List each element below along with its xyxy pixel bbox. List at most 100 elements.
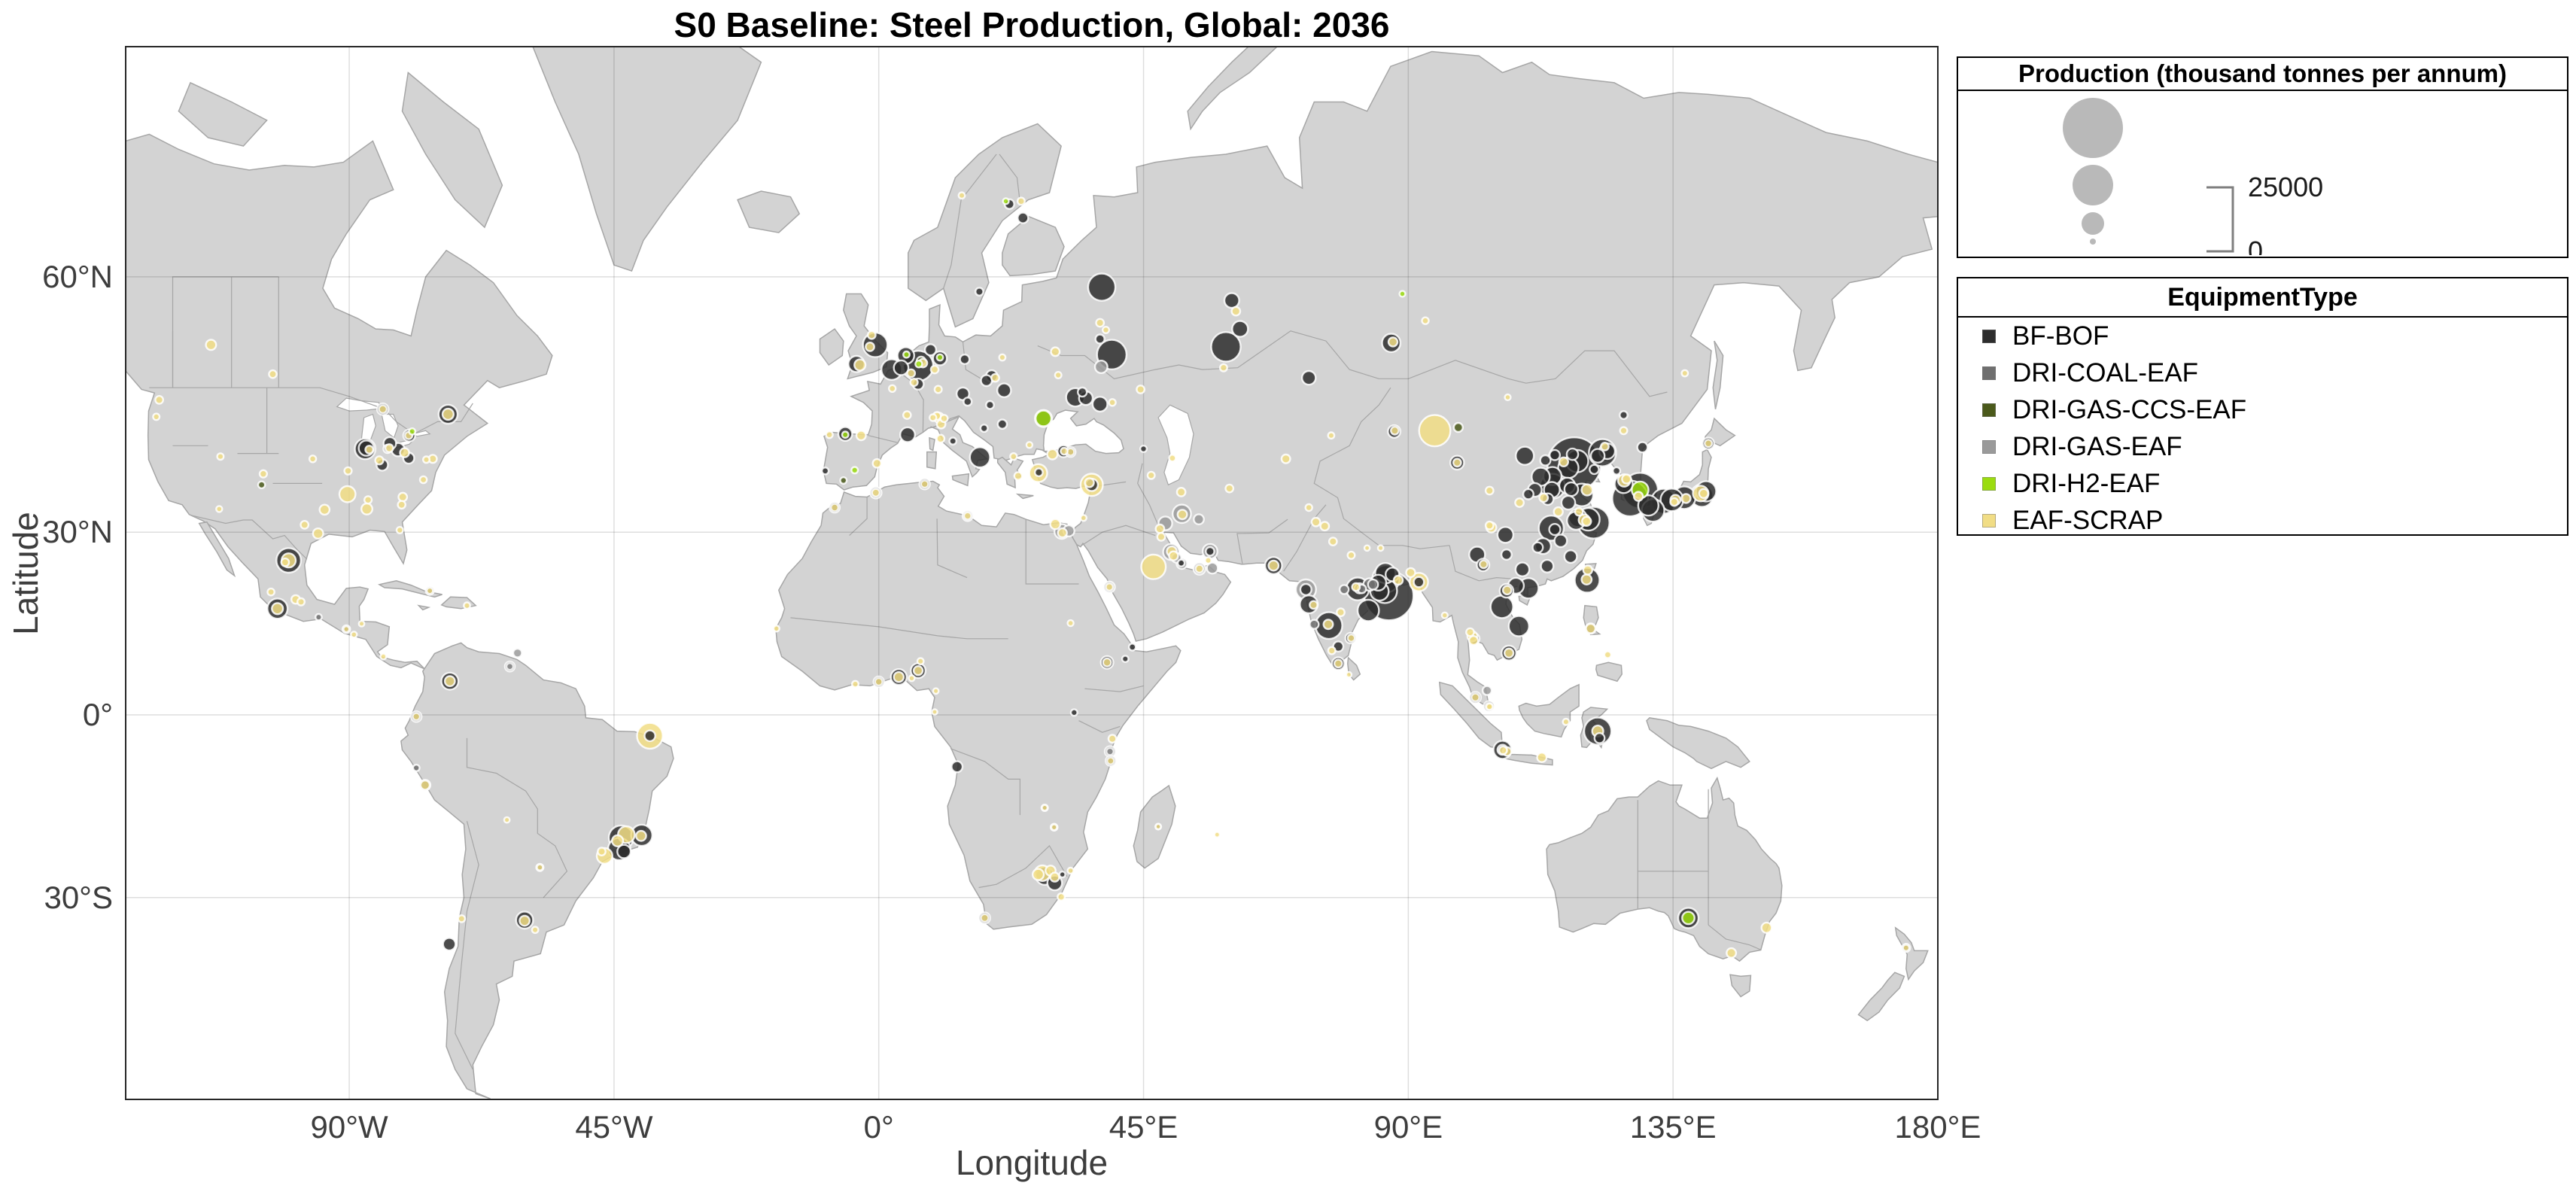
country-border xyxy=(978,845,1068,889)
y-tick-label: 0° xyxy=(82,697,113,732)
production-bubble-eaf-scrap xyxy=(1421,316,1430,325)
production-bubble-eaf-scrap xyxy=(963,511,972,521)
production-bubble-dri-gas-eaf xyxy=(1093,360,1109,375)
production-bubble-bf-bof xyxy=(1539,454,1552,467)
production-bubble-bf-bof xyxy=(1548,522,1562,537)
production-bubble-dri-gas-ccs-eaf xyxy=(839,476,848,485)
production-bubble-bf-bof xyxy=(1176,558,1186,567)
landmass xyxy=(178,81,268,147)
map-plot-area xyxy=(126,47,1938,1099)
production-bubble-eaf-scrap xyxy=(1328,537,1338,546)
production-bubble-eaf-scrap xyxy=(929,364,940,375)
production-bubble-eaf-scrap xyxy=(1418,414,1452,448)
production-bubble-eaf-scrap xyxy=(1479,559,1489,570)
production-bubble-bf-bof xyxy=(985,400,995,410)
production-bubble-eaf-scrap xyxy=(1363,544,1371,552)
production-bubble-eaf-scrap xyxy=(1057,527,1068,539)
production-bubble-eaf-scrap xyxy=(1392,574,1404,586)
production-bubble-bf-bof xyxy=(1231,320,1249,338)
production-bubble-bf-bof xyxy=(1058,870,1066,879)
size-legend-bubble-tiny xyxy=(2090,239,2096,245)
country-border xyxy=(1137,463,1162,533)
size-legend-bubble-large xyxy=(2063,98,2123,158)
production-bubble-eaf-scrap xyxy=(1106,756,1115,765)
production-bubble-eaf-scrap xyxy=(1498,745,1508,756)
country-border xyxy=(1025,519,1079,585)
production-bubble-eaf-scrap xyxy=(865,341,875,352)
equipment-type-swatch-icon xyxy=(1982,439,1996,454)
equipment-type-item: DRI-GAS-CCS-EAF xyxy=(1958,391,2567,428)
production-bubble-bf-bof xyxy=(616,844,632,859)
production-bubble-eaf-scrap xyxy=(215,505,224,513)
production-bubble-eaf-scrap xyxy=(1009,452,1018,461)
production-bubble-eaf-scrap xyxy=(1452,458,1462,468)
production-bubble-bf-bof xyxy=(969,446,991,469)
equipment-type-item: EAF-SCRAP xyxy=(1958,502,2567,539)
y-tick-label: 30°S xyxy=(44,879,113,915)
production-bubble-eaf-scrap xyxy=(1013,471,1023,481)
production-bubble-eaf-scrap xyxy=(422,455,431,464)
production-bubble-eaf-scrap xyxy=(1057,892,1066,902)
production-bubble-eaf-scrap xyxy=(928,413,938,422)
production-bubble-eaf-scrap xyxy=(1484,520,1495,531)
production-bubble-eaf-scrap xyxy=(1108,398,1117,407)
production-bubble-eaf-scrap xyxy=(935,433,946,444)
production-bubble-eaf-scrap xyxy=(1351,582,1361,592)
production-bubble-bf-bof xyxy=(1034,467,1044,478)
production-bubbles xyxy=(152,191,1911,959)
production-bubble-eaf-scrap xyxy=(1333,658,1343,669)
production-bubble-eaf-scrap xyxy=(1680,369,1689,378)
production-bubble-eaf-scrap xyxy=(1213,831,1221,838)
production-bubble-bf-bof xyxy=(1589,464,1600,476)
country-border xyxy=(1081,524,1156,546)
production-bubble-dri-h2-eaf xyxy=(841,430,850,439)
production-bubble-eaf-scrap xyxy=(893,670,905,683)
production-bubble-bf-bof xyxy=(950,760,964,774)
production-bubble-eaf-scrap xyxy=(1467,635,1480,646)
equipment-type-swatch-icon xyxy=(1982,366,1996,380)
production-bubble-eaf-scrap xyxy=(1485,702,1494,711)
equipment-type-legend-items: BF-BOF DRI-COAL-EAF DRI-GAS-CCS-EAF DRI-GAS… xyxy=(1958,318,2567,539)
production-bubble-bf-bof xyxy=(1413,576,1425,588)
production-bubble-eaf-scrap xyxy=(1060,446,1069,456)
production-bubble-bf-bof xyxy=(1121,655,1130,663)
production-bubble-eaf-scrap xyxy=(1154,523,1166,534)
production-bubble-eaf-scrap xyxy=(1046,448,1059,461)
production-bubble-eaf-scrap xyxy=(1054,371,1063,380)
production-bubble-eaf-scrap xyxy=(1376,544,1385,552)
production-bubble-bf-bof xyxy=(1069,708,1078,717)
production-bubble-eaf-scrap xyxy=(635,829,647,842)
production-bubble-eaf-scrap xyxy=(397,491,409,503)
production-bubble-eaf-scrap xyxy=(855,430,867,442)
production-bubble-eaf-scrap xyxy=(1204,556,1212,565)
production-bubble-bf-bof xyxy=(1299,582,1312,597)
production-bubble-dri-h2-eaf xyxy=(1398,290,1407,298)
production-bubble-eaf-scrap xyxy=(1501,585,1513,596)
production-bubble-eaf-scrap xyxy=(850,680,859,689)
production-bubble-eaf-scrap xyxy=(399,447,410,458)
production-bubble-eaf-scrap xyxy=(1346,634,1356,643)
production-bubble-eaf-scrap xyxy=(519,914,531,927)
production-bubble-eaf-scrap xyxy=(297,597,306,607)
landmass xyxy=(1857,971,1905,1022)
size-legend-graphic: 25000 0 xyxy=(2063,98,2323,266)
production-bubble-dri-h2-eaf xyxy=(1034,409,1053,427)
equipment-type-legend: EquipmentType BF-BOF DRI-COAL-EAF DRI-GAS-… xyxy=(1957,277,2568,536)
production-bubble-eaf-scrap xyxy=(266,587,275,597)
production-bubble-dri-gas-eaf xyxy=(512,647,523,658)
production-bubble-eaf-scrap xyxy=(1440,611,1449,619)
production-bubble-eaf-scrap xyxy=(1580,483,1594,497)
landmass xyxy=(819,328,844,366)
production-bubble-bf-bof xyxy=(442,937,457,952)
country-border xyxy=(868,435,898,443)
production-bubble-eaf-scrap xyxy=(912,665,924,677)
production-bubble-dri-gas-eaf xyxy=(1206,561,1219,575)
production-bubble-bf-bof xyxy=(1522,488,1534,500)
equipment-type-swatch-icon xyxy=(1982,403,1996,417)
size-legend: Production (thousand tonnes per annum) 2… xyxy=(1957,56,2568,266)
production-bubble-dri-gas-ccs-eaf xyxy=(1452,421,1464,433)
production-bubble-eaf-scrap xyxy=(1538,492,1550,503)
size-legend-bracket xyxy=(2206,186,2234,253)
production-bubble-eaf-scrap xyxy=(1050,823,1058,832)
production-bubble-eaf-scrap xyxy=(1107,734,1118,744)
